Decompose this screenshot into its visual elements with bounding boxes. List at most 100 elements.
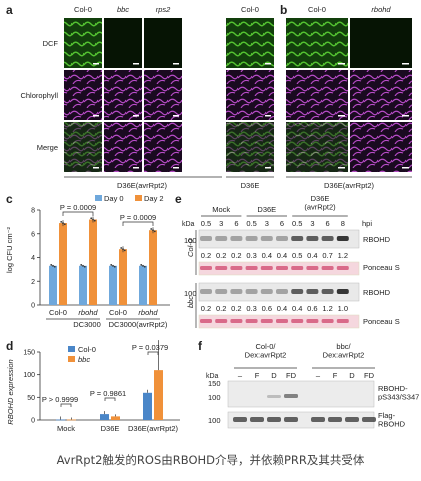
blot-rbohd-col0	[198, 229, 360, 249]
panel-d-ytick-label: 0	[31, 418, 35, 425]
panel-e-col0-value-4: 0.4	[262, 251, 272, 260]
micrograph-a-r2-c2	[144, 122, 182, 172]
panel-c-genotype: rbohd	[78, 308, 98, 317]
panel-e-genotype-1: bbc	[186, 296, 195, 308]
scale-bar	[93, 167, 99, 169]
kda-100: 100	[184, 236, 197, 245]
band	[306, 236, 319, 241]
ponceau-band	[200, 266, 212, 270]
panel-e-bbc-value-0: 0.2	[201, 304, 211, 313]
micrograph-overlay	[286, 122, 348, 172]
panel-e-col0-value-7: 0.4	[307, 251, 317, 260]
panel-e-bbc-value-3: 0.3	[246, 304, 256, 313]
bar-day0	[49, 265, 57, 305]
ponceau-band	[291, 266, 304, 270]
panel-f-lane-3: FD	[286, 371, 297, 380]
micrograph-a-r2-c1	[104, 122, 142, 172]
legend-day2: Day 2	[144, 194, 164, 203]
ponceau-band	[336, 266, 349, 270]
micrograph-a-r1-c0	[64, 70, 102, 120]
legend-bbc: bbc	[78, 355, 90, 364]
scale-bar	[402, 63, 409, 65]
panel-e-hpi-9: 8	[341, 219, 345, 228]
panel-e-col0-value-2: 0.2	[231, 251, 241, 260]
bar-col0	[143, 392, 152, 420]
panel-d-ylabel: RBOHD expression	[6, 359, 15, 424]
bar-col0	[56, 419, 65, 421]
data-point	[150, 228, 153, 230]
kda-100: 100	[208, 416, 221, 425]
band	[230, 289, 243, 294]
scale-bar	[338, 63, 345, 65]
band	[362, 417, 376, 422]
ponceau-band	[276, 319, 288, 323]
panel-b: b Col-0 rbohd D36E(avrRpt2)	[280, 3, 412, 190]
scale-bar	[133, 63, 139, 65]
data-point	[93, 219, 96, 222]
panel-d: d Col-0 bbc RBOHD expression 0 50 100 150 Mo…	[6, 339, 180, 433]
p-bracket	[147, 351, 159, 355]
bar-day2	[119, 249, 127, 305]
panel-e-hpi-7: 3	[310, 219, 314, 228]
band	[215, 289, 228, 294]
scale-bar	[133, 115, 139, 117]
panel-letter-b: b	[280, 3, 287, 17]
panel-d-ytick-label: 50	[27, 395, 35, 402]
micrograph-b-r0-c1	[350, 18, 412, 68]
panel-c-genotype: Col-0	[49, 308, 67, 317]
ponceau-band	[200, 319, 212, 323]
band	[276, 236, 288, 241]
panel-f-lane-4: –	[316, 371, 321, 380]
scale-bar	[338, 167, 345, 169]
micrograph-a-r1-c3	[226, 70, 274, 120]
band	[284, 417, 298, 422]
p-bracket	[122, 221, 154, 226]
kda-100: 100	[208, 393, 221, 402]
panel-e-hpi-label: hpi	[362, 219, 372, 228]
ponceau-band	[245, 266, 258, 270]
panel-b-col-1: rbohd	[371, 5, 391, 14]
bar-bbc	[154, 370, 163, 420]
band	[291, 236, 304, 241]
micrograph-overlay	[64, 122, 102, 172]
panel-c-ytick-label: 8	[31, 208, 35, 215]
ponceau-band	[215, 319, 228, 323]
panel-f-row-label-0: RBOHD-pS343/S347	[378, 384, 419, 402]
panel-b-col-0: Col-0	[308, 5, 326, 14]
bar-bbc	[111, 416, 120, 420]
band	[200, 236, 212, 241]
panel-e-bbc-value-8: 1.2	[322, 304, 332, 313]
band	[291, 289, 304, 294]
band	[311, 417, 325, 422]
p-bracket	[104, 397, 116, 401]
panel-f-lane-5: F	[333, 371, 338, 380]
kda-150: 150	[208, 379, 221, 388]
micrograph-overlay	[226, 122, 274, 172]
panel-a-col-3: Col-0	[241, 5, 259, 14]
scale-bar	[173, 63, 179, 65]
ponceau-band	[291, 319, 304, 323]
band	[306, 289, 319, 294]
panel-f-row-label-1: Flag-RBOHD	[378, 411, 406, 429]
panel-a-row-1: Chlorophyll	[20, 91, 58, 100]
data-point	[142, 264, 144, 267]
panel-e-row-label-0: RBOHD	[363, 235, 391, 244]
data-point	[52, 264, 54, 267]
panel-a-group-label-2: D36E	[241, 181, 260, 190]
data-point	[140, 264, 143, 266]
panel-e-group-1: D36E	[257, 205, 276, 214]
data-point	[152, 229, 154, 232]
band	[336, 236, 349, 241]
panel-e-hpi-3: 0.5	[246, 219, 256, 228]
legend-day0: Day 0	[104, 194, 124, 203]
panel-letter-c: c	[6, 192, 13, 206]
panel-d-category-2: D36E(avrRpt2)	[128, 424, 179, 433]
legend-swatch-day0	[95, 195, 102, 201]
panel-d-pvalue-1: P = 0.9861	[90, 389, 126, 398]
scale-bar	[93, 63, 99, 65]
bar-day2	[149, 230, 157, 305]
ponceau-band	[230, 266, 243, 270]
panel-e-bbc-value-7: 0.6	[307, 304, 317, 313]
